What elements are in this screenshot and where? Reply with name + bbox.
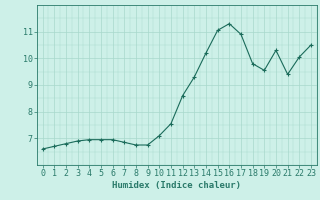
X-axis label: Humidex (Indice chaleur): Humidex (Indice chaleur) — [112, 181, 241, 190]
